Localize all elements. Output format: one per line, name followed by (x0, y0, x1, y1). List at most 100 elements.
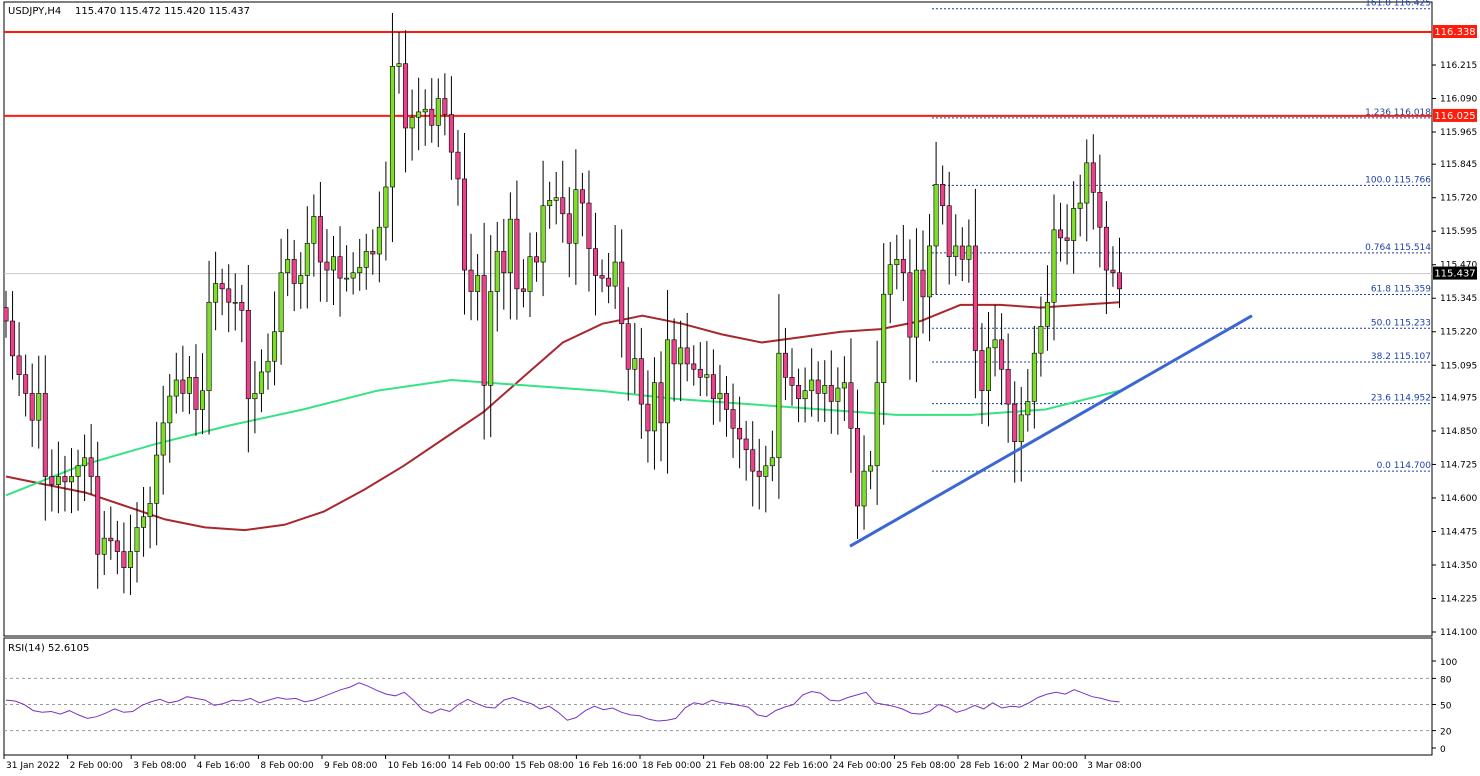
bull-candle (527, 256, 533, 292)
bull-candle (507, 218, 513, 274)
bull-candle (841, 382, 847, 389)
bull-candle (887, 264, 893, 295)
time-tick-label: 2 Mar 00:00 (1024, 761, 1079, 771)
bull-candle (200, 390, 206, 410)
time-tick-label: 15 Feb 08:00 (515, 761, 574, 771)
bull-candle (173, 379, 179, 397)
bear-candle (854, 427, 860, 507)
bull-candle (36, 393, 42, 421)
bear-candle (317, 216, 323, 263)
rsi-tick-label: 50 (1440, 702, 1452, 712)
bear-candle (579, 189, 585, 204)
bear-candle (920, 269, 926, 298)
rsi-title: RSI(14) 52.6105 (8, 643, 89, 654)
bull-candle (881, 293, 887, 383)
slow-moving-average (5, 301, 1120, 532)
bull-candle (861, 470, 867, 507)
bear-candle (900, 259, 906, 274)
time-tick-label: 14 Feb 00:00 (451, 761, 510, 771)
bear-candle (337, 256, 343, 279)
bull-candle (69, 476, 75, 483)
bear-candle (1103, 226, 1109, 271)
price-tick-label: 115.345 (1440, 294, 1477, 304)
rsi-axis: 100 80 50 20 0 (1432, 658, 1457, 755)
bear-candle (49, 476, 55, 485)
bull-candle (435, 98, 441, 126)
bull-candle (154, 454, 160, 504)
bull-candle (311, 216, 317, 244)
bull-candle (127, 551, 133, 568)
bear-candle (468, 269, 474, 292)
bull-candle (213, 283, 219, 303)
bear-candle (828, 385, 834, 402)
bear-candle (10, 320, 16, 357)
bull-candle (101, 537, 107, 555)
bull-candle (206, 301, 212, 392)
price-tick-label: 115.095 (1440, 361, 1477, 371)
bull-candle (160, 422, 166, 456)
bear-candle (625, 323, 631, 370)
bull-candle (1018, 414, 1024, 442)
bull-candle (913, 269, 919, 338)
bull-candle (927, 245, 933, 298)
bear-candle (750, 449, 756, 472)
bear-candle (370, 251, 376, 255)
bear-candle (23, 374, 29, 394)
bear-candle (946, 205, 952, 257)
fib-label: 0.764 115.514 (1365, 243, 1431, 253)
bull-candle (966, 245, 972, 260)
bull-candle (252, 393, 258, 400)
bull-candle (330, 256, 336, 271)
bull-candle (573, 189, 579, 244)
price-tick-label: 114.100 (1440, 628, 1477, 638)
bull-candle (874, 382, 880, 467)
bull-candle (285, 259, 291, 274)
bull-candle (985, 347, 991, 392)
bear-candle (566, 213, 572, 244)
bear-candle (756, 470, 762, 477)
bear-candle (940, 183, 946, 207)
bear-candle (455, 151, 461, 180)
fib-label: 161.8 116.425 (1365, 0, 1431, 9)
bull-candle (396, 63, 402, 67)
time-tick-label: 25 Feb 08:00 (896, 761, 955, 771)
bear-candle (403, 63, 409, 129)
bear-candle (737, 427, 743, 440)
price-tick-label: 114.850 (1440, 427, 1477, 437)
bull-candle (416, 111, 422, 118)
bear-candle (599, 275, 605, 279)
bull-candle (363, 251, 369, 268)
bull-candle (272, 331, 278, 362)
bull-candle (933, 183, 939, 247)
bear-candle (42, 393, 48, 477)
bull-candle (265, 360, 271, 373)
bear-candle (710, 374, 716, 400)
price-tick-label: 114.600 (1440, 494, 1477, 504)
bull-candle (1051, 229, 1057, 303)
time-tick-label: 24 Feb 00:00 (833, 761, 892, 771)
time-tick-label: 22 Feb 16:00 (769, 761, 828, 771)
bull-candle (547, 200, 553, 207)
bull-candle (1031, 352, 1037, 402)
current-price-label: 115.437 (1433, 266, 1477, 280)
bull-candle (422, 108, 428, 113)
bull-candle (678, 347, 684, 365)
bear-candle (239, 301, 245, 311)
resistance-levels (4, 31, 1432, 117)
bull-candle (344, 277, 350, 280)
time-tick-label: 21 Feb 08:00 (706, 761, 765, 771)
resistance-label-bg (1433, 108, 1477, 122)
price-tick-label: 115.220 (1440, 328, 1477, 338)
bear-candle (638, 358, 644, 405)
price-tick-label: 116.215 (1440, 61, 1477, 71)
bear-candle (448, 114, 454, 153)
bear-candle (606, 277, 612, 287)
time-tick-label: 16 Feb 16:00 (578, 761, 637, 771)
bull-candle (488, 291, 494, 386)
bull-candle (232, 301, 238, 304)
bear-candle (108, 537, 114, 542)
price-tick-label: 114.225 (1440, 594, 1477, 604)
bull-candle (383, 186, 389, 228)
bull-candle (763, 465, 769, 477)
